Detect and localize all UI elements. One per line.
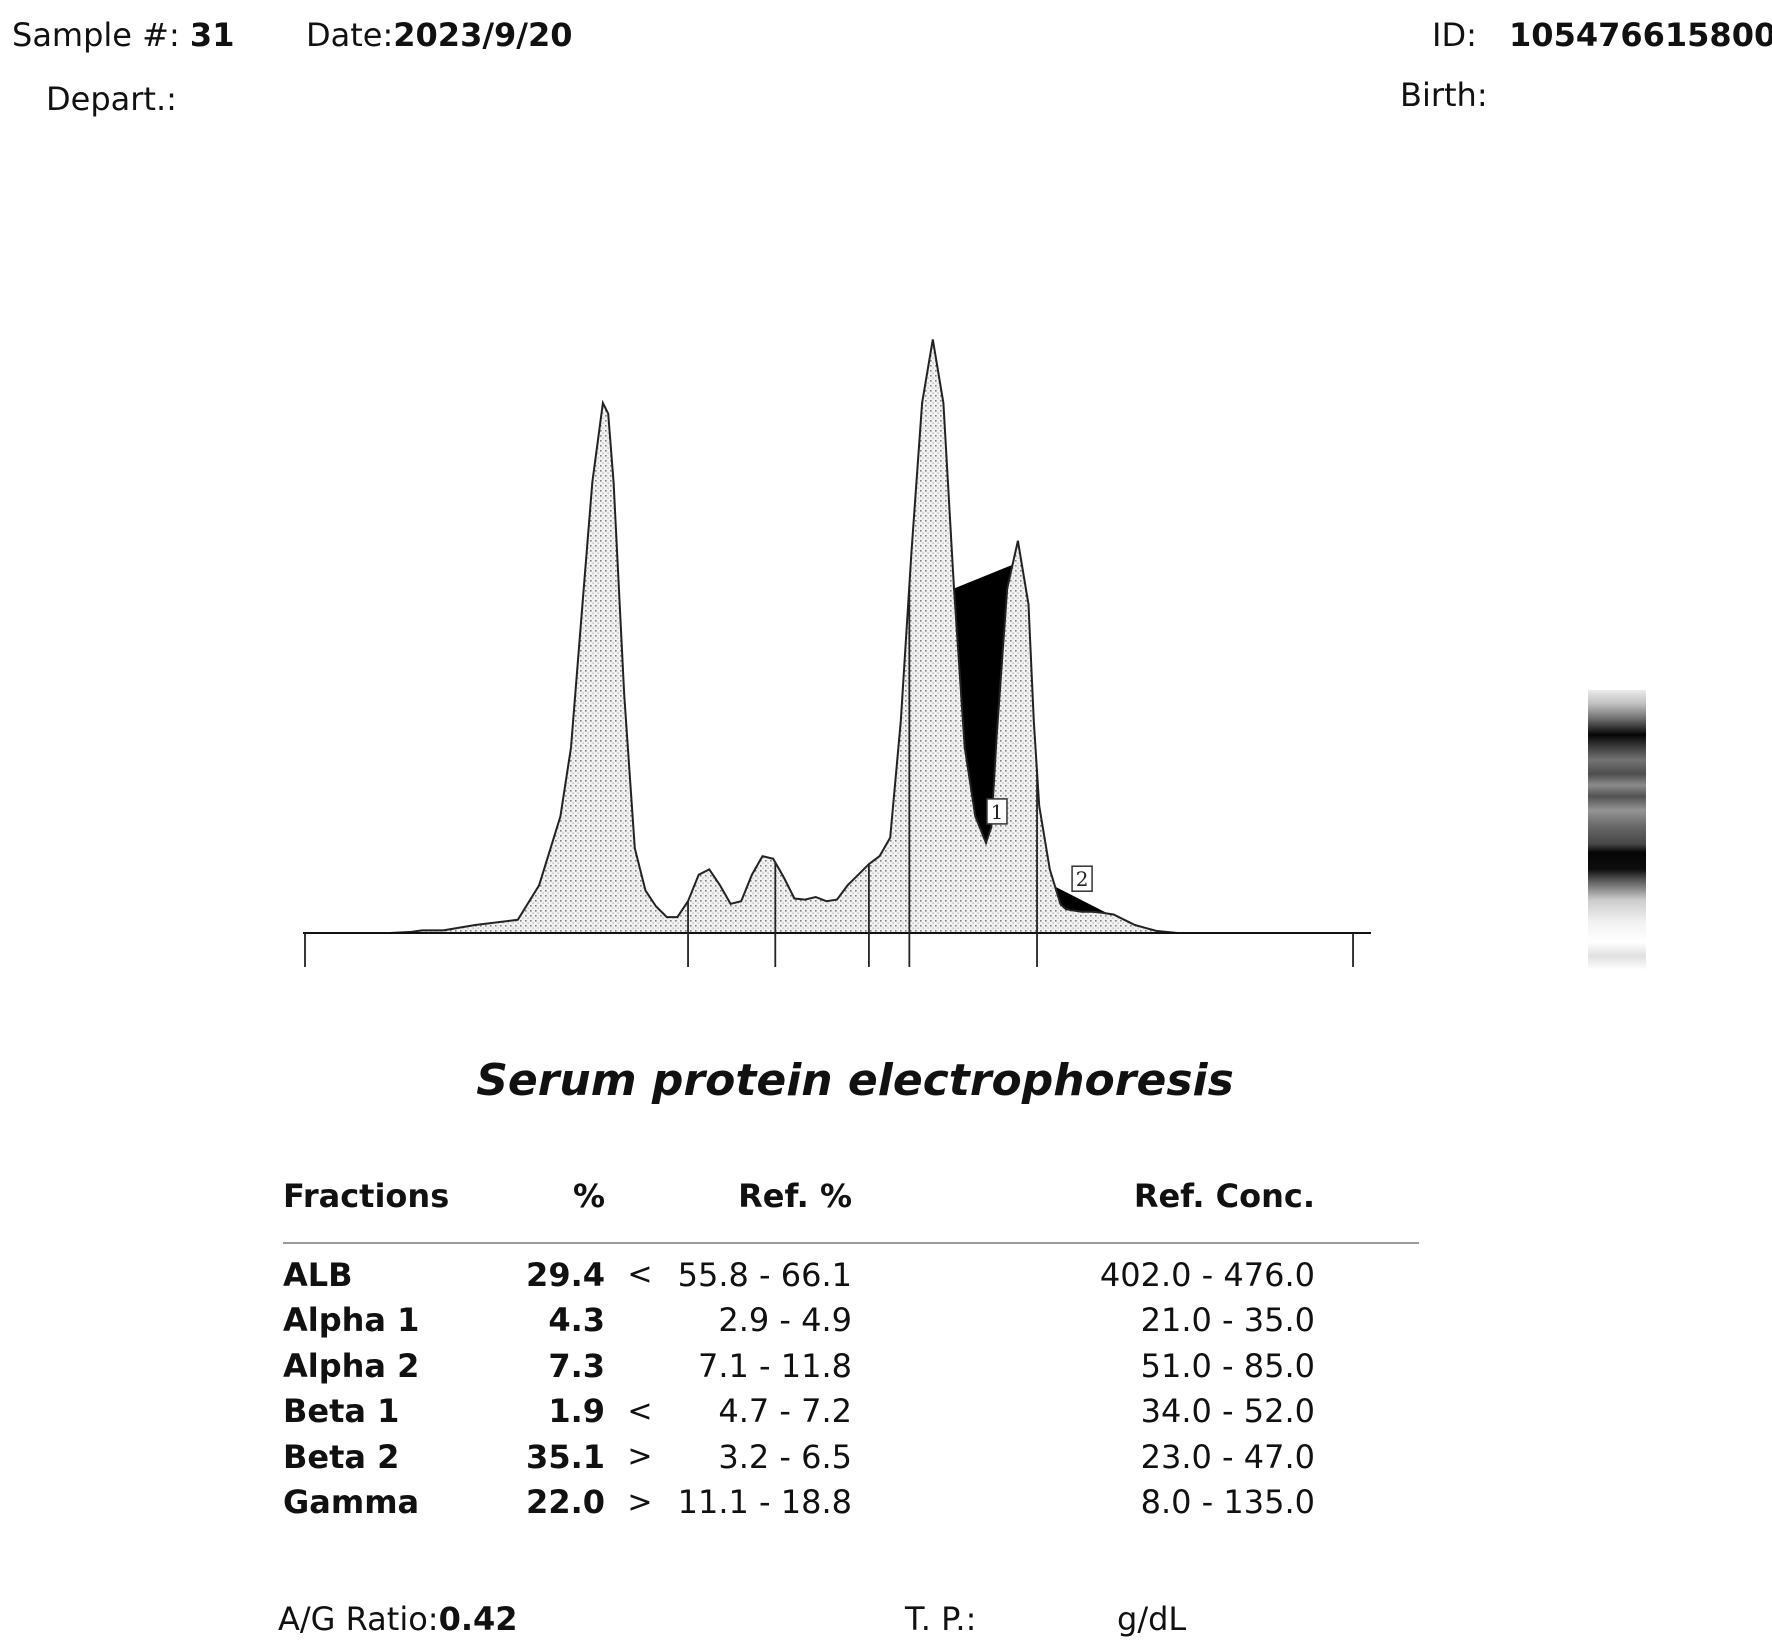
flag: < <box>627 1393 653 1429</box>
flag: > <box>627 1484 653 1520</box>
fraction-pct: 35.1 <box>526 1437 605 1476</box>
table-row: Beta 2 35.1 > 3.2 - 6.5 23.0 - 47.0 <box>283 1434 1315 1480</box>
table-row: Alpha 2 7.3 7.1 - 11.8 51.0 - 85.0 <box>283 1343 1315 1389</box>
total-protein-label: T. P.: <box>905 1600 977 1638</box>
ref-pct: 11.1 - 18.8 <box>677 1483 852 1522</box>
col-pct: % <box>572 1177 605 1215</box>
sample-number: Sample #: 31 <box>12 16 234 54</box>
fraction-pct: 22.0 <box>526 1483 605 1522</box>
flag <box>605 1343 675 1389</box>
ref-conc: 23.0 - 47.0 <box>1140 1437 1315 1476</box>
gel-lane-image <box>1588 690 1646 970</box>
birth-label: Birth: <box>1400 76 1488 114</box>
col-fractions: Fractions <box>283 1177 450 1215</box>
peak-marker-label: 2 <box>1076 867 1089 891</box>
total-protein-unit: g/dL <box>1117 1600 1187 1638</box>
header-divider <box>283 1242 1419 1244</box>
ref-conc: 402.0 - 476.0 <box>1099 1255 1315 1294</box>
curve-area <box>305 339 1369 933</box>
ref-conc: 34.0 - 52.0 <box>1140 1392 1315 1431</box>
table-row: ALB 29.4 < 55.8 - 66.1 402.0 - 476.0 <box>283 1252 1315 1298</box>
date-label: Date: <box>306 16 394 54</box>
flag: < <box>627 1257 653 1293</box>
ref-pct: 7.1 - 11.8 <box>697 1346 852 1385</box>
fraction-pct: 29.4 <box>526 1255 605 1294</box>
ref-conc: 21.0 - 35.0 <box>1140 1301 1315 1340</box>
fraction-pct: 1.9 <box>548 1392 605 1431</box>
ref-pct: 55.8 - 66.1 <box>677 1255 852 1294</box>
fraction-name: Beta 1 <box>283 1392 400 1431</box>
shaded-peak-2 <box>1055 886 1109 914</box>
shaded-peak-1 <box>954 564 1013 843</box>
ref-conc: 51.0 - 85.0 <box>1140 1346 1315 1385</box>
fraction-name: Alpha 1 <box>283 1301 420 1340</box>
fraction-name: Gamma <box>283 1483 420 1522</box>
table-header-row: Fractions % Ref. % Ref. Conc. <box>283 1170 1315 1222</box>
date-value: 2023/9/20 <box>393 16 573 54</box>
ref-pct: 4.7 - 7.2 <box>718 1392 852 1431</box>
flag: > <box>627 1439 653 1475</box>
department: Depart.: <box>46 80 177 118</box>
peak-marker-label: 1 <box>991 800 1004 824</box>
ref-pct: 2.9 - 4.9 <box>718 1301 852 1340</box>
ag-value: 0.42 <box>438 1600 518 1638</box>
fraction-pct: 4.3 <box>548 1301 605 1340</box>
table-row: Gamma 22.0 > 11.1 - 18.8 8.0 - 135.0 <box>283 1480 1315 1526</box>
ag-label: A/G Ratio: <box>278 1600 439 1638</box>
peak-marker: 1 <box>986 798 1008 825</box>
ref-pct: 3.2 - 6.5 <box>718 1437 852 1476</box>
col-ref-pct: Ref. % <box>738 1177 852 1215</box>
col-ref-conc: Ref. Conc. <box>1133 1177 1315 1215</box>
densitogram-chart: 12 <box>303 339 1371 967</box>
table-row: Beta 1 1.9 < 4.7 - 7.2 34.0 - 52.0 <box>283 1389 1315 1435</box>
fraction-name: Beta 2 <box>283 1437 400 1476</box>
id-value: 105476615800 <box>1509 16 1772 54</box>
sample-value: 31 <box>189 16 235 54</box>
report-title: Serum protein electrophoresis <box>476 1055 1234 1106</box>
birth: Birth: <box>1400 76 1488 114</box>
table-row: Alpha 1 4.3 2.9 - 4.9 21.0 - 35.0 <box>283 1298 1315 1344</box>
flag <box>605 1298 675 1344</box>
curve-line <box>305 339 1369 934</box>
col-flag <box>605 1170 675 1222</box>
id-label: ID: <box>1432 16 1477 54</box>
fractions-table: Fractions % Ref. % Ref. Conc. ALB 29.4 <… <box>283 1170 1315 1525</box>
date: Date:2023/9/20 <box>306 16 573 54</box>
fraction-pct: 7.3 <box>548 1346 605 1385</box>
fraction-name: Alpha 2 <box>283 1346 420 1385</box>
fraction-name: ALB <box>283 1255 353 1294</box>
depart-label: Depart.: <box>46 80 177 118</box>
ag-ratio: A/G Ratio:0.42 <box>278 1600 518 1638</box>
sample-label: Sample #: <box>12 16 180 54</box>
patient-id: ID: 105476615800 <box>1432 16 1772 54</box>
peak-marker: 2 <box>1071 865 1093 892</box>
ref-conc: 8.0 - 135.0 <box>1140 1483 1315 1522</box>
